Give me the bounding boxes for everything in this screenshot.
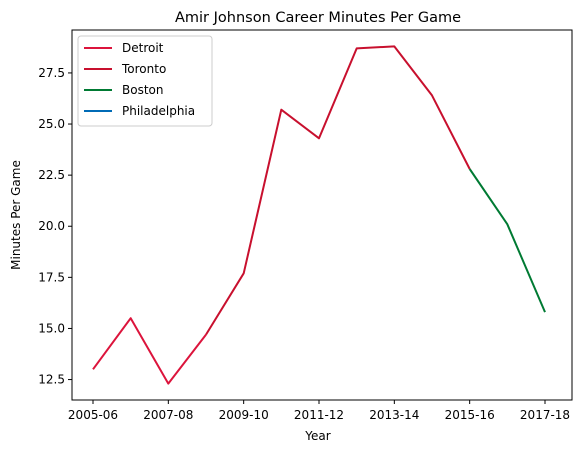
x-tick-label: 2007-08 <box>143 408 193 422</box>
series-line-detroit <box>92 317 207 385</box>
plot-area <box>71 29 573 401</box>
legend-label-philadelphia: Philadelphia <box>122 104 195 118</box>
y-tick-label: 12.5 <box>38 373 65 387</box>
y-tick-label: 17.5 <box>38 270 65 284</box>
y-axis: 12.5 15.0 17.5 20.0 22.5 25.0 27.5 <box>38 66 72 387</box>
x-tick-label: 2017-18 <box>520 408 570 422</box>
x-axis-label: Year <box>304 429 330 443</box>
legend-label-detroit: Detroit <box>122 41 164 55</box>
legend: Detroit Toronto Boston Philadelphia <box>77 35 213 127</box>
series-lines <box>92 45 546 385</box>
y-tick-label: 20.0 <box>38 219 65 233</box>
y-tick-label: 15.0 <box>38 321 65 335</box>
x-tick-label: 2013-14 <box>369 408 419 422</box>
legend-label-toronto: Toronto <box>121 62 166 76</box>
x-tick-label: 2005-06 <box>68 408 118 422</box>
y-tick-label: 25.0 <box>38 117 65 131</box>
chart-title: Amir Johnson Career Minutes Per Game <box>175 10 461 26</box>
x-axis: 2005-06 2007-08 2009-10 2011-12 2013-14 2015-… <box>68 400 570 422</box>
x-tick-label: 2009-10 <box>219 408 269 422</box>
y-tick-label: 22.5 <box>38 168 65 182</box>
series-line-boston <box>468 168 546 313</box>
series-line-toronto <box>205 45 471 336</box>
legend-box <box>77 35 213 127</box>
y-axis-label: Minutes Per Game <box>9 160 23 270</box>
x-tick-label: 2015-16 <box>445 408 495 422</box>
x-tick-label: 2011-12 <box>294 408 344 422</box>
legend-label-boston: Boston <box>122 83 163 97</box>
y-tick-label: 27.5 <box>38 66 65 80</box>
